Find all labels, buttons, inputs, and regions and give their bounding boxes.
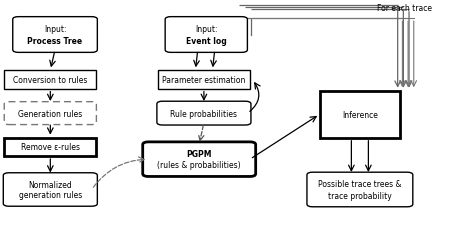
Text: Conversion to rules: Conversion to rules [13,76,88,85]
Text: Process Tree: Process Tree [27,37,82,46]
Text: Generation rules: Generation rules [18,109,82,118]
Text: Rule probabilities: Rule probabilities [171,109,237,118]
Text: trace probability: trace probability [328,191,392,200]
FancyBboxPatch shape [165,18,247,53]
Text: Event log: Event log [186,37,227,46]
Text: (rules & probabilities): (rules & probabilities) [157,160,241,169]
FancyBboxPatch shape [4,138,96,156]
FancyBboxPatch shape [307,172,413,207]
Text: For each trace: For each trace [377,4,432,13]
FancyBboxPatch shape [157,102,251,126]
Text: Normalized: Normalized [28,180,72,189]
Text: Input:: Input: [44,25,66,34]
Text: Parameter estimation: Parameter estimation [162,76,246,85]
Text: Inference: Inference [342,110,378,119]
Text: Input:: Input: [195,25,218,34]
FancyBboxPatch shape [143,142,255,177]
FancyBboxPatch shape [158,71,250,89]
FancyBboxPatch shape [13,18,97,53]
Text: Remove ε-rules: Remove ε-rules [21,143,80,152]
FancyBboxPatch shape [4,102,96,125]
FancyBboxPatch shape [4,71,96,89]
Text: Possible trace trees &: Possible trace trees & [318,180,401,189]
Text: PGPM: PGPM [186,149,212,158]
FancyBboxPatch shape [319,91,400,138]
Text: generation rules: generation rules [18,191,82,199]
FancyBboxPatch shape [3,173,97,206]
